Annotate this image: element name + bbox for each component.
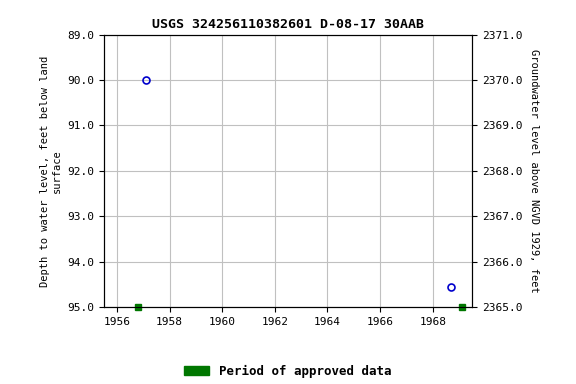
Y-axis label: Groundwater level above NGVD 1929, feet: Groundwater level above NGVD 1929, feet	[529, 49, 540, 293]
Legend: Period of approved data: Period of approved data	[179, 360, 397, 383]
Y-axis label: Depth to water level, feet below land
surface: Depth to water level, feet below land su…	[40, 55, 62, 286]
Title: USGS 324256110382601 D-08-17 30AAB: USGS 324256110382601 D-08-17 30AAB	[152, 18, 424, 31]
